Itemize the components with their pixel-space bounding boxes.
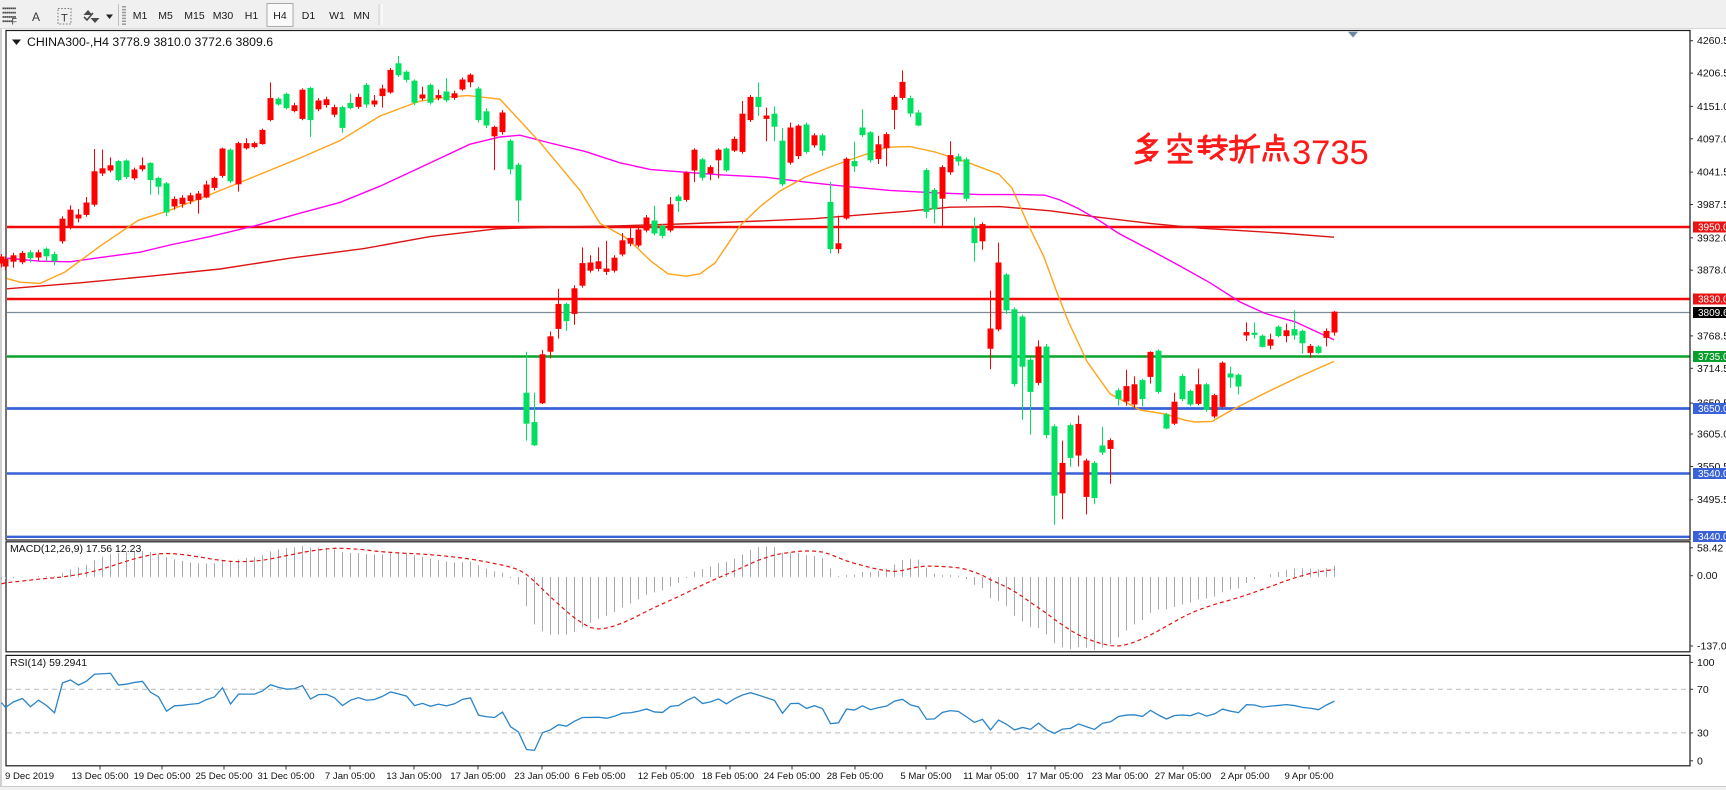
svg-text:18 Feb 05:00: 18 Feb 05:00	[702, 771, 759, 782]
svg-text:T: T	[61, 13, 68, 25]
svg-text:3735.0: 3735.0	[1698, 352, 1726, 363]
svg-text:3768.5: 3768.5	[1697, 330, 1726, 342]
svg-text:M30: M30	[213, 10, 234, 22]
svg-text:70: 70	[1697, 684, 1709, 696]
svg-text:9 Dec 2019: 9 Dec 2019	[5, 771, 54, 782]
svg-text:3714.5: 3714.5	[1697, 363, 1726, 375]
svg-text:30: 30	[1697, 727, 1709, 739]
svg-text:4041.5: 4041.5	[1697, 167, 1726, 179]
svg-text:27 Mar 05:00: 27 Mar 05:00	[1155, 771, 1212, 782]
svg-text:4151.0: 4151.0	[1697, 101, 1726, 113]
svg-text:17 Mar 05:00: 17 Mar 05:00	[1027, 771, 1084, 782]
svg-text:3809.6: 3809.6	[1698, 308, 1726, 319]
svg-text:13 Dec 05:00: 13 Dec 05:00	[71, 771, 128, 782]
svg-text:4097.0: 4097.0	[1697, 133, 1726, 145]
svg-text:RSI(14) 59.2941: RSI(14) 59.2941	[10, 657, 87, 669]
svg-text:3540.0: 3540.0	[1698, 469, 1726, 480]
svg-text:24 Feb 05:00: 24 Feb 05:00	[764, 771, 821, 782]
svg-text:4260.5: 4260.5	[1697, 35, 1726, 47]
svg-text:25 Dec 05:00: 25 Dec 05:00	[195, 771, 252, 782]
svg-text:23 Mar 05:00: 23 Mar 05:00	[1092, 771, 1149, 782]
svg-text:MN: MN	[353, 10, 369, 22]
svg-text:MACD(12,26,9) 17.56 12.23: MACD(12,26,9) 17.56 12.23	[10, 543, 141, 555]
svg-text:-137.09: -137.09	[1697, 641, 1726, 653]
svg-text:28 Feb 05:00: 28 Feb 05:00	[827, 771, 884, 782]
svg-text:9 Apr 05:00: 9 Apr 05:00	[1284, 771, 1333, 782]
svg-text:3735: 3735	[1292, 134, 1369, 172]
svg-text:17 Jan 05:00: 17 Jan 05:00	[450, 771, 505, 782]
svg-text:5 Mar 05:00: 5 Mar 05:00	[900, 771, 951, 782]
svg-text:D1: D1	[302, 10, 316, 22]
svg-text:CHINA300-,H4 3778.9 3810.0 37: CHINA300-,H4 3778.9 3810.0 3772.6 3809.6	[27, 35, 273, 49]
svg-text:2 Apr 05:00: 2 Apr 05:00	[1220, 771, 1269, 782]
svg-text:A: A	[32, 10, 40, 24]
svg-text:H1: H1	[245, 10, 259, 22]
svg-text:3605.0: 3605.0	[1697, 429, 1726, 441]
svg-text:23 Jan 05:00: 23 Jan 05:00	[514, 771, 569, 782]
svg-text:3830.0: 3830.0	[1698, 295, 1726, 306]
svg-text:0: 0	[1697, 755, 1703, 767]
svg-text:3932.0: 3932.0	[1697, 232, 1726, 244]
svg-text:3878.0: 3878.0	[1697, 265, 1726, 277]
svg-text:0.00: 0.00	[1697, 570, 1718, 582]
svg-text:M5: M5	[158, 10, 173, 22]
svg-text:4206.5: 4206.5	[1697, 68, 1726, 80]
svg-text:31 Dec 05:00: 31 Dec 05:00	[257, 771, 314, 782]
svg-text:3950.0: 3950.0	[1698, 223, 1726, 234]
svg-text:H4: H4	[273, 10, 287, 22]
svg-text:6 Feb 05:00: 6 Feb 05:00	[574, 771, 625, 782]
svg-text:100: 100	[1697, 657, 1715, 669]
svg-text:3987.5: 3987.5	[1697, 199, 1726, 211]
svg-text:13 Jan 05:00: 13 Jan 05:00	[386, 771, 441, 782]
svg-text:M1: M1	[133, 10, 148, 22]
svg-text:W1: W1	[329, 10, 345, 22]
svg-text:3650.0: 3650.0	[1698, 404, 1726, 415]
svg-text:11 Mar 05:00: 11 Mar 05:00	[963, 771, 1019, 782]
svg-text:3495.5: 3495.5	[1697, 494, 1726, 506]
svg-text:M15: M15	[184, 10, 205, 22]
svg-text:58.42: 58.42	[1697, 542, 1723, 554]
svg-text:7 Jan 05:00: 7 Jan 05:00	[325, 771, 375, 782]
svg-text:19 Dec 05:00: 19 Dec 05:00	[133, 771, 190, 782]
svg-text:F: F	[12, 17, 18, 27]
svg-text:12 Feb 05:00: 12 Feb 05:00	[638, 771, 695, 782]
svg-text:3440.0: 3440.0	[1698, 532, 1726, 543]
